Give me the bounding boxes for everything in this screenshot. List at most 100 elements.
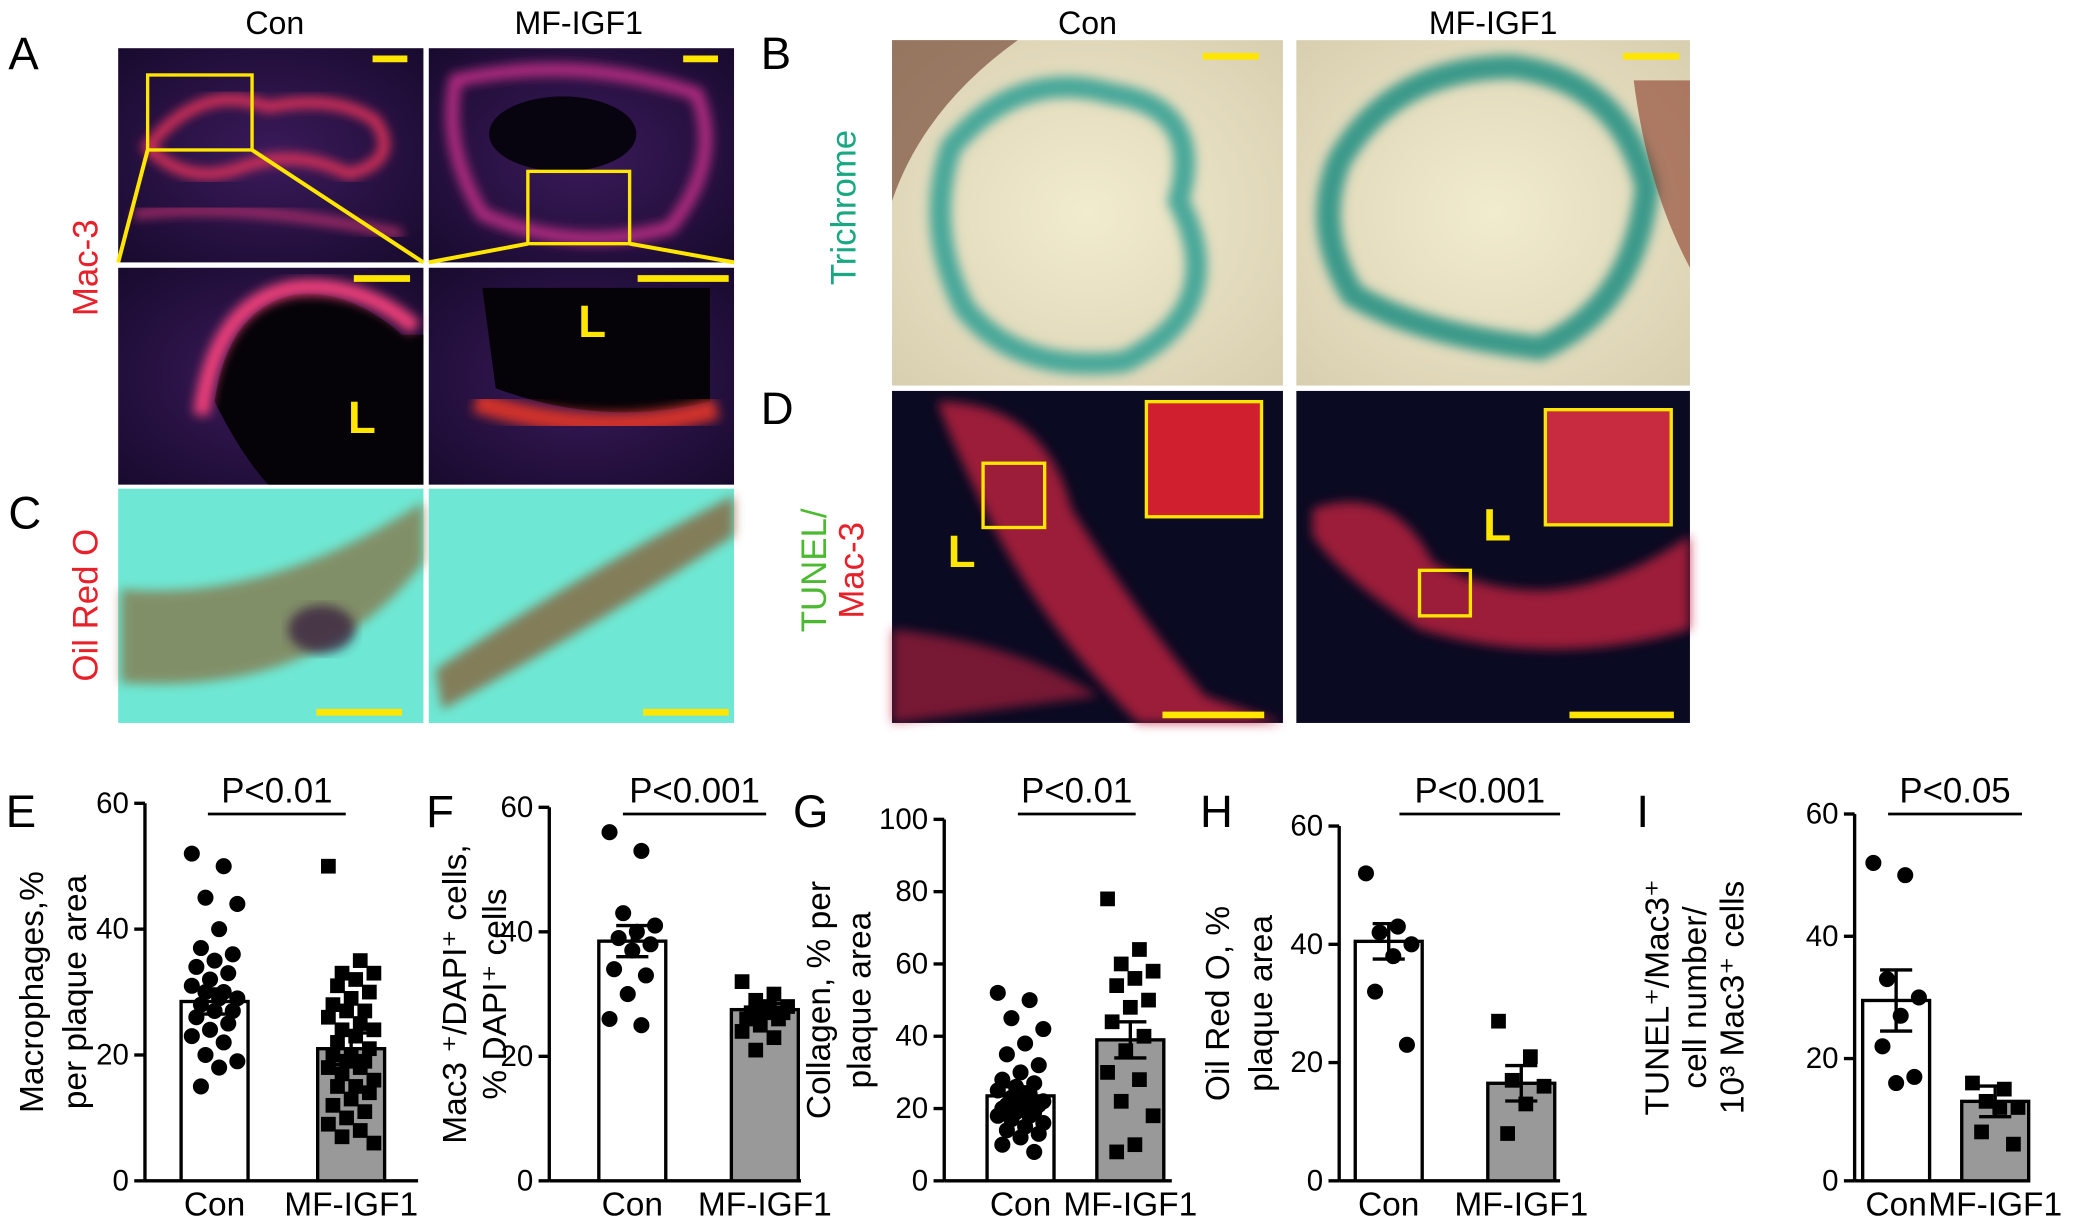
lumen-label: L (948, 526, 976, 577)
data-point (757, 1005, 773, 1021)
panel-label: G (793, 786, 828, 837)
data-point (766, 1030, 782, 1046)
data-point (766, 986, 782, 1002)
data-point (330, 978, 345, 994)
annotation: P<0.001 (629, 772, 760, 811)
y-axis-label: TUNEL⁺/Mac3⁺ (1639, 879, 1676, 1115)
column-label: MF-IGF1 (1429, 5, 1557, 41)
row-label: Mac-3 (67, 219, 106, 316)
data-point (352, 1060, 368, 1075)
data-point (1118, 1043, 1134, 1059)
data-point (1113, 1093, 1129, 1109)
data-point (321, 858, 336, 874)
data-point (748, 1042, 764, 1058)
data-point (1012, 1064, 1029, 1081)
y-axis-label: Oil Red O, % (1200, 906, 1237, 1101)
data-point (343, 1091, 359, 1107)
column-label: Con (1058, 5, 1117, 41)
data-point (734, 1024, 750, 1039)
data-point (628, 923, 645, 940)
data-point (734, 974, 750, 989)
data-point (321, 1009, 336, 1025)
y-tick-label: 60 (1290, 810, 1323, 843)
lumen-label: L (1483, 499, 1511, 550)
data-point (348, 1028, 364, 1044)
data-point (1874, 1038, 1891, 1055)
data-point (998, 1122, 1015, 1139)
data-point (343, 990, 359, 1006)
data-point (1132, 942, 1147, 957)
data-point (348, 972, 364, 987)
data-point (1017, 1035, 1034, 1052)
y-tick-label: 80 (895, 875, 928, 908)
data-point (183, 1028, 200, 1045)
data-point (1865, 854, 1882, 871)
data-point (1518, 1096, 1534, 1112)
lumen-label: L (578, 296, 606, 347)
data-point (183, 977, 200, 994)
data-point (610, 930, 627, 947)
data-point (1978, 1093, 1994, 1109)
data-point (1398, 1036, 1415, 1053)
data-point (1145, 1108, 1161, 1124)
micrographs (116, 40, 1690, 723)
data-point (989, 1082, 1006, 1099)
data-point (321, 1116, 336, 1132)
image (1296, 40, 1690, 386)
data-point (1109, 978, 1125, 993)
y-tick-label: 20 (1806, 1042, 1839, 1075)
row-label: TUNEL/ (795, 508, 834, 632)
row-label: Trichrome (824, 130, 863, 285)
data-point (366, 965, 382, 981)
data-point (352, 953, 368, 968)
y-tick-label: 40 (500, 915, 533, 948)
y-axis-label: Mac3 ⁺/DAPI⁺ cells, (437, 844, 474, 1143)
data-point (352, 1123, 368, 1138)
y-tick-label: 20 (895, 1092, 928, 1125)
data-point (998, 1046, 1015, 1063)
y-tick-label: 0 (113, 1164, 129, 1197)
data-point (1965, 1075, 1980, 1091)
data-point (1504, 1072, 1520, 1088)
data-point (334, 1129, 350, 1145)
y-axis-label: Collagen, % per (801, 881, 838, 1119)
row-label: Oil Red O (67, 529, 106, 682)
data-point (619, 986, 636, 1003)
data-point (206, 952, 223, 969)
data-point (188, 958, 205, 975)
data-point (615, 905, 632, 922)
data-point (183, 845, 200, 862)
data-point (188, 1009, 205, 1026)
data-point (606, 961, 623, 978)
data-point (352, 1016, 368, 1031)
annotation: P<0.01 (1021, 772, 1132, 811)
x-tick-label: MF-IGF1 (698, 1186, 832, 1221)
data-point (1403, 936, 1420, 953)
data-point (334, 1066, 350, 1082)
data-point (1992, 1100, 2008, 1115)
data-point (325, 1097, 341, 1113)
lumen-label: L (348, 392, 376, 443)
data-point (357, 1104, 373, 1119)
x-tick-label: Con (184, 1186, 245, 1221)
y-tick-label: 40 (1290, 928, 1323, 961)
bar (597, 939, 668, 1183)
data-point (1127, 971, 1143, 986)
data-point (1371, 924, 1388, 941)
data-point (624, 942, 641, 959)
y-axis-label: % DAPI⁺ cells (477, 889, 514, 1100)
data-point (1897, 867, 1914, 884)
data-point (1109, 1144, 1125, 1160)
x-tick-label: Con (602, 1186, 663, 1221)
data-point (348, 1079, 364, 1094)
data-point (2006, 1136, 2021, 1152)
data-point (647, 917, 664, 934)
data-point (1888, 1074, 1905, 1092)
y-axis-label: per plaque area (57, 874, 94, 1109)
data-point (325, 997, 341, 1013)
y-tick-label: 40 (895, 1020, 928, 1053)
panel-label: C (8, 487, 41, 538)
data-point (361, 1041, 377, 1057)
data-point (197, 984, 214, 1001)
